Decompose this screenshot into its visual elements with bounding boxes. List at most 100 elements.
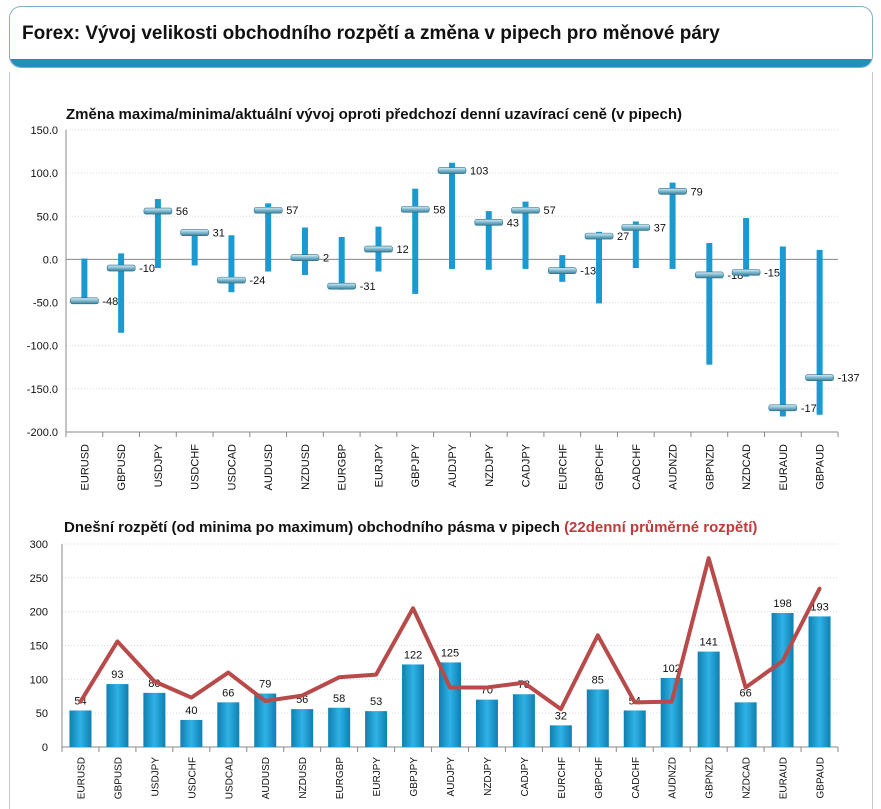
chart2-x-tick-label: AUDUSD [261,757,272,799]
chart1-close-marker [217,276,246,284]
chart2-bar [623,710,646,747]
chart2-bar [512,694,535,747]
chart1-close-marker [400,206,430,213]
chart1-close-marker [364,245,393,253]
chart1-close-marker [474,219,504,226]
chart1-x-tick-label: AUDUSD [263,444,275,491]
chart1-y-tick-label: 0.0 [43,254,58,266]
chart2-x-tick-label: NZDJPY [483,757,494,796]
chart2-x-tick-label: GBPAUD [816,757,827,799]
page-title: Forex: Vývoj velikosti obchodního rozpět… [22,23,720,44]
chart1-data-label: 57 [286,205,298,217]
chart1-y-tick-label: -150.0 [27,384,58,396]
panel-right-border [872,72,873,809]
chart2-bar [291,709,314,747]
chart1-y-tick-label: 50.0 [37,211,58,223]
chart2-bar [586,689,609,747]
chart2-x-tick-label: USDCAD [224,757,235,799]
page-header: Forex: Vývoj velikosti obchodního rozpět… [9,6,873,68]
chart1-x-tick-label: EURJPY [373,443,385,487]
chart1-close-marker [695,271,724,279]
chart1-close-marker [768,404,798,412]
chart1-y-tick-label: -50.0 [33,298,58,310]
chart2-bar [217,702,240,747]
chart1-range-bar [632,221,639,269]
chart1-close-marker [805,374,834,381]
chart2-bar [365,711,388,747]
chart1-data-label: -24 [249,275,265,287]
chart1-x-tick-label: EURCHF [557,444,569,490]
header-accent-bar [10,59,872,67]
chart2-x-tick-label: GBPJPY [409,757,420,797]
chart1-data-label: -10 [139,263,155,275]
chart1-range-bar [779,246,786,417]
chart1-data-label: 79 [691,186,703,198]
chart2-data-label: 58 [333,693,345,705]
chart1-close-marker [106,264,136,272]
chart1-range-bar [669,182,676,269]
chart2-bar [106,684,129,747]
chart1-x-tick-label: NZDCAD [741,444,753,490]
chart2-x-tick-label: GBPNZD [705,757,716,799]
chart1-x-tick-label: EURGBP [337,444,349,490]
chart1-y-tick-label: -100.0 [27,341,58,353]
chart1-close-marker [327,282,357,290]
chart1-close-marker [547,267,577,274]
chart1-close-marker [253,206,283,214]
chart2-bar [180,719,203,747]
chart2-x-tick-label: NZDUSD [298,757,309,799]
chart1-close-marker [70,297,99,305]
chart2-y-tick-label: 150 [30,641,48,653]
chart1-range-bar [449,162,455,269]
change-chart-plot: -200.0 -150.0 -100.0 -50.0 0.0 50.0 100.0 150.0… [27,125,860,490]
chart2-data-label: 102 [663,663,681,675]
chart2-x-tick-label: USDJPY [150,757,161,797]
chart1-range-bar [265,203,272,272]
chart1-range-bar [191,230,198,266]
chart2-bar [254,693,277,747]
chart1-x-tick-label: EURAUD [778,444,790,491]
chart1-close-marker [437,167,467,174]
chart2-x-tick-label: EURUSD [76,757,87,799]
chart2-data-label: 93 [111,669,123,681]
chart1-close-marker [143,207,173,215]
chart2-bar [328,707,351,747]
chart2-bar [808,616,831,747]
chart1-data-label: -31 [360,281,376,293]
chart2-data-label: 193 [810,601,828,613]
chart2-bar [439,662,461,747]
chart1-data-label: -15 [764,267,780,279]
chart1-data-label: 31 [213,228,225,240]
chart1-data-label: 37 [654,223,666,235]
chart2-x-tick-label: AUDJPY [446,757,457,797]
chart1-x-tick-label: USDCAD [226,444,238,491]
chart1-range-bar [485,211,492,270]
chart2-x-tick-label: EURAUD [779,757,790,799]
chart2-bar [549,725,572,747]
chart2-x-tick-label: GBPCHF [594,757,605,799]
chart1-data-label: 43 [507,217,519,229]
chart1-range-bar [522,201,529,269]
chart1-range-bar [743,218,750,277]
chart1-close-marker [621,224,651,231]
chart1-data-label: -48 [102,296,118,308]
chart1-x-tick-label: CADCHF [631,444,643,490]
chart2-bar [771,613,794,747]
chart2-data-label: 40 [185,705,197,717]
chart2-x-tick-label: GBPUSD [113,757,124,799]
chart1-close-marker [290,254,320,262]
chart1-close-marker [511,206,540,214]
chart2-title-main: Dnešní rozpětí (od minima po maximum) ob… [64,519,560,536]
chart1-data-label: 57 [544,205,556,217]
chart2-data-label: 66 [222,687,234,699]
chart2-title-extra: (22denní průměrné rozpětí) [564,519,758,536]
chart2-bar [697,651,720,747]
chart2-x-tick-label: NZDCAD [742,757,753,799]
chart1-data-label: -13 [580,266,596,278]
chart1-x-tick-label: USDCHF [190,444,202,490]
chart1-data-label: 103 [470,166,488,178]
chart1-range-bar [154,199,161,269]
chart1-y-tick-label: -200.0 [27,427,58,439]
chart2-y-tick-label: 100 [30,674,48,686]
